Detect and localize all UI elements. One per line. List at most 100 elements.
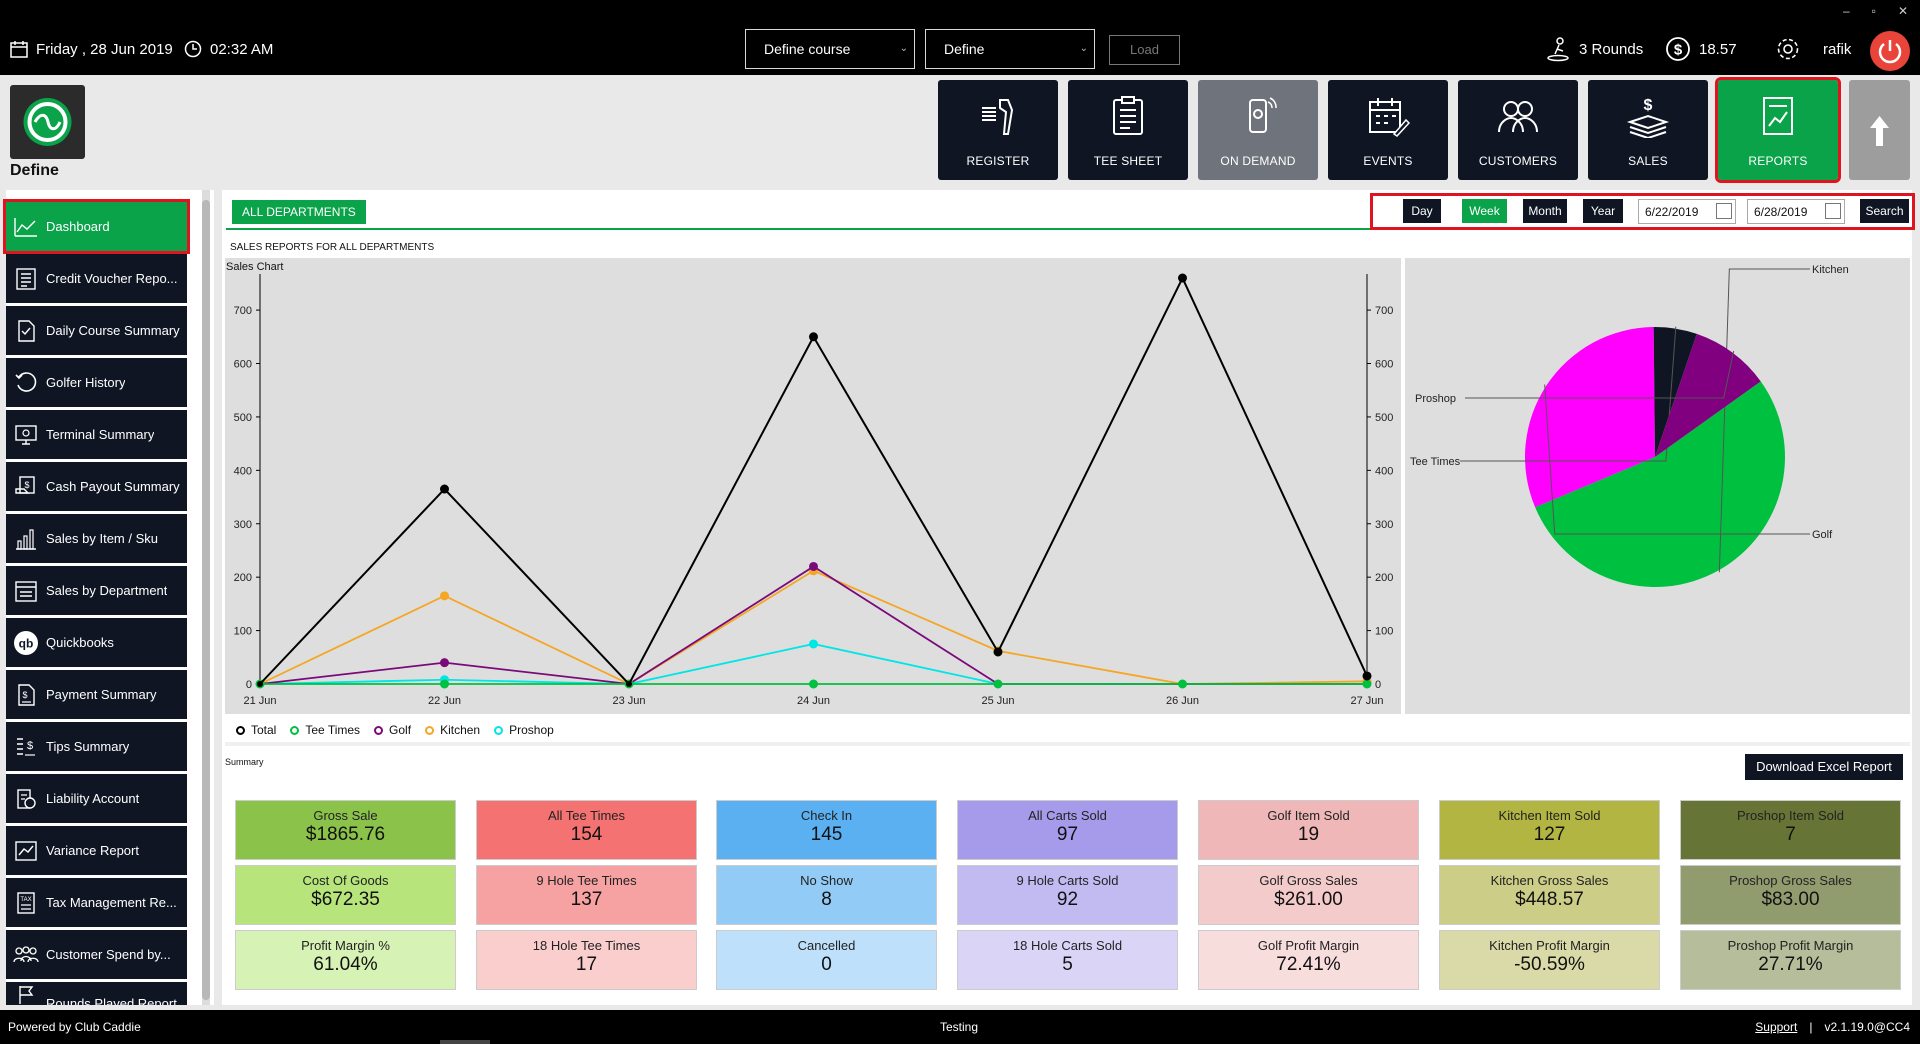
summary-card: 9 Hole Tee Times 137 (476, 865, 697, 925)
x-tick-label: 21 Jun (243, 695, 276, 707)
summary-card-label: Check In (800, 808, 853, 823)
legend-label: Total (251, 723, 277, 737)
balance-indicator: $ 18.57 (1665, 36, 1737, 62)
document-icon (6, 306, 46, 355)
sidebar-item-credit-voucher[interactable]: Credit Voucher Repo... (6, 254, 187, 303)
data-point (440, 658, 449, 668)
series-line-kitchen (259, 569, 1368, 686)
y-tick-label: 0 (246, 679, 252, 691)
summary-card-value: $261.00 (1274, 889, 1343, 910)
powered-by-text: Powered by Club Caddie (8, 1020, 141, 1034)
sidebar-scrollbar-thumb[interactable] (202, 200, 210, 1000)
gear-icon[interactable] (1775, 36, 1801, 62)
summary-card: Kitchen Gross Sales $448.57 (1439, 865, 1660, 925)
sidebar-item-label: Variance Report (46, 843, 139, 858)
legend-item[interactable]: Total (236, 723, 276, 737)
legend-item[interactable]: Golf (374, 723, 411, 737)
sidebar-item-label: Golfer History (46, 375, 126, 390)
power-button[interactable] (1870, 31, 1910, 71)
course-select[interactable]: Define course ⌄ (745, 29, 915, 69)
sidebar-item-customer-spend[interactable]: Customer Spend by... (6, 930, 187, 979)
sidebar-item-variance-report[interactable]: Variance Report (6, 826, 187, 875)
summary-card-value: 0 (821, 954, 832, 975)
summary-card-value: 145 (810, 824, 843, 845)
sidebar-item-label: Rounds Played Report (46, 996, 177, 1005)
nav-tile-tee-sheet[interactable]: TEE SHEET (1068, 80, 1188, 180)
sidebar-item-daily-course-summary[interactable]: Daily Course Summary (6, 306, 187, 355)
to-date-field[interactable]: 6/28/2019 (1747, 199, 1845, 224)
nav-tile-label: SALES (1628, 154, 1668, 168)
sidebar-item-liability-account[interactable]: Liability Account (6, 774, 187, 823)
period-month-button[interactable]: Month (1523, 199, 1567, 223)
sidebar-item-label: Sales by Department (46, 583, 168, 598)
legend-item[interactable]: Kitchen (425, 723, 480, 737)
scroll-up-button[interactable] (1849, 80, 1910, 180)
nav-tile-sales[interactable]: $ SALES (1588, 80, 1708, 180)
app-logo[interactable] (10, 85, 85, 159)
sidebar-item-tips-summary[interactable]: $ Tips Summary (6, 722, 187, 771)
calendar-icon[interactable] (1716, 203, 1732, 219)
nav-tile-on-demand[interactable]: ON DEMAND (1198, 80, 1318, 180)
summary-card-value: 8 (821, 889, 832, 910)
sidebar-item-label: Cash Payout Summary (46, 479, 180, 494)
period-day-button[interactable]: Day (1403, 199, 1441, 223)
legend-item[interactable]: Tee Times (290, 723, 360, 737)
sidebar-item-dashboard[interactable]: Dashboard (3, 199, 190, 254)
search-button[interactable]: Search (1860, 199, 1909, 223)
sidebar-item-label: Terminal Summary (46, 427, 155, 442)
nav-tile-label: TEE SHEET (1093, 154, 1163, 168)
close-icon[interactable]: ✕ (1897, 4, 1908, 18)
separator: | (1809, 1020, 1813, 1034)
nav-tile-customers[interactable]: CUSTOMERS (1458, 80, 1578, 180)
summary-card-value: 154 (570, 824, 603, 845)
calendar-icon[interactable] (1825, 203, 1841, 219)
summary-card-label: Proshop Profit Margin (1727, 938, 1854, 953)
sidebar-item-label: Sales by Item / Sku (46, 531, 158, 546)
phone-icon (1249, 97, 1277, 133)
svg-text:$: $ (1674, 42, 1683, 59)
sidebar-item-sales-by-item[interactable]: Sales by Item / Sku (6, 514, 187, 563)
course-select-value: Define course (764, 41, 851, 57)
nav-tile-reports[interactable]: REPORTS (1715, 77, 1841, 183)
summary-card-label: 9 Hole Carts Sold (1016, 873, 1119, 888)
minimize-icon[interactable]: – (1842, 4, 1850, 18)
sidebar-item-cash-payout-summary[interactable]: $ Cash Payout Summary (6, 462, 187, 511)
sidebar-item-label: Liability Account (46, 791, 140, 806)
load-button[interactable]: Load (1109, 35, 1180, 65)
sidebar-item-sales-by-department[interactable]: Sales by Department (6, 566, 187, 615)
legend-label: Kitchen (440, 723, 481, 737)
svg-text:qb: qb (19, 636, 34, 650)
tab-all-departments[interactable]: ALL DEPARTMENTS (232, 200, 366, 224)
sidebar-item-quickbooks[interactable]: qb Quickbooks (6, 618, 187, 667)
user-area[interactable]: rafik (1775, 36, 1851, 62)
sidebar-item-label: Dashboard (46, 219, 110, 234)
download-excel-button[interactable]: Download Excel Report (1745, 754, 1903, 780)
clock-icon (184, 40, 202, 58)
from-date-value: 6/22/2019 (1645, 205, 1699, 219)
data-point (809, 561, 818, 571)
balance-text: 18.57 (1699, 40, 1737, 58)
support-link[interactable]: Support (1755, 1020, 1798, 1034)
nav-tile-events[interactable]: EVENTS (1328, 80, 1448, 180)
define-select[interactable]: Define ⌄ (925, 29, 1095, 69)
sidebar-item-tax-management[interactable]: TAX Tax Management Re... (6, 878, 187, 927)
sidebar-item-label: Customer Spend by... (46, 947, 171, 962)
pie-label: Proshop (1415, 393, 1456, 405)
period-year-button[interactable]: Year (1583, 199, 1623, 223)
sidebar-item-label: Payment Summary (46, 687, 157, 702)
summary-card: Golf Item Sold 19 (1198, 800, 1419, 860)
restore-icon[interactable]: ▫ (1871, 4, 1876, 18)
tips-icon: $ (6, 722, 46, 771)
sidebar-item-rounds-played[interactable]: Rounds Played Report (6, 982, 187, 1005)
sidebar-item-terminal-summary[interactable]: Terminal Summary (6, 410, 187, 459)
legend-item[interactable]: Proshop (494, 723, 554, 737)
summary-card: Proshop Item Sold 7 (1680, 800, 1901, 860)
sidebar-item-golfer-history[interactable]: Golfer History (6, 358, 187, 407)
summary-card: Proshop Gross Sales $83.00 (1680, 865, 1901, 925)
summary-card-value: $448.57 (1515, 889, 1584, 910)
sidebar-item-payment-summary[interactable]: $ Payment Summary (6, 670, 187, 719)
nav-tile-register[interactable]: REGISTER (938, 80, 1058, 180)
from-date-field[interactable]: 6/22/2019 (1638, 199, 1736, 224)
period-week-button[interactable]: Week (1462, 199, 1507, 223)
department-icon (6, 566, 46, 615)
